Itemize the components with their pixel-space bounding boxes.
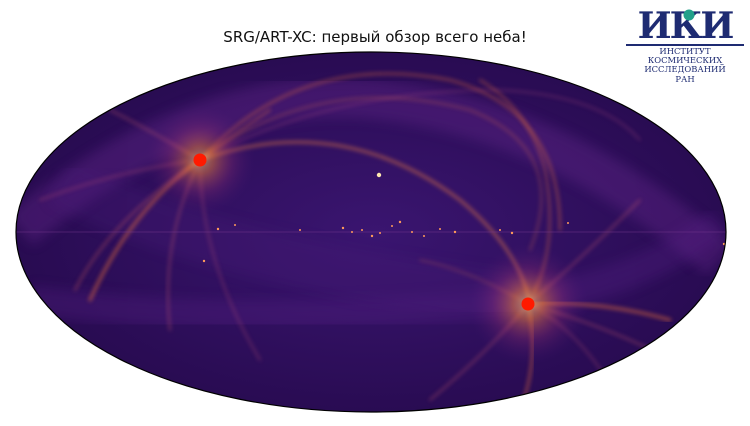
logo-globe-icon bbox=[683, 9, 695, 21]
iki-logo-mark: ИКИ bbox=[638, 5, 736, 44]
logo-caption: ИНСТИТУТ КОСМИЧЕСКИХ ИССЛЕДОВАНИЙ РАН bbox=[626, 46, 744, 84]
logo-line-3: ИССЛЕДОВАНИЙ bbox=[644, 64, 726, 75]
logo-line-4: РАН bbox=[675, 73, 695, 84]
iki-logo: ИКИ ИНСТИТУТ КОСМИЧЕСКИХ ИССЛЕДОВАНИЙ РА… bbox=[626, 4, 744, 94]
logo-divider bbox=[626, 44, 744, 46]
logo-line-2: КОСМИЧЕСКИХ bbox=[647, 55, 723, 66]
logo-line-1: ИНСТИТУТ bbox=[659, 46, 711, 56]
map-title: SRG/ART-XC: первый обзор всего неба! bbox=[223, 28, 527, 46]
